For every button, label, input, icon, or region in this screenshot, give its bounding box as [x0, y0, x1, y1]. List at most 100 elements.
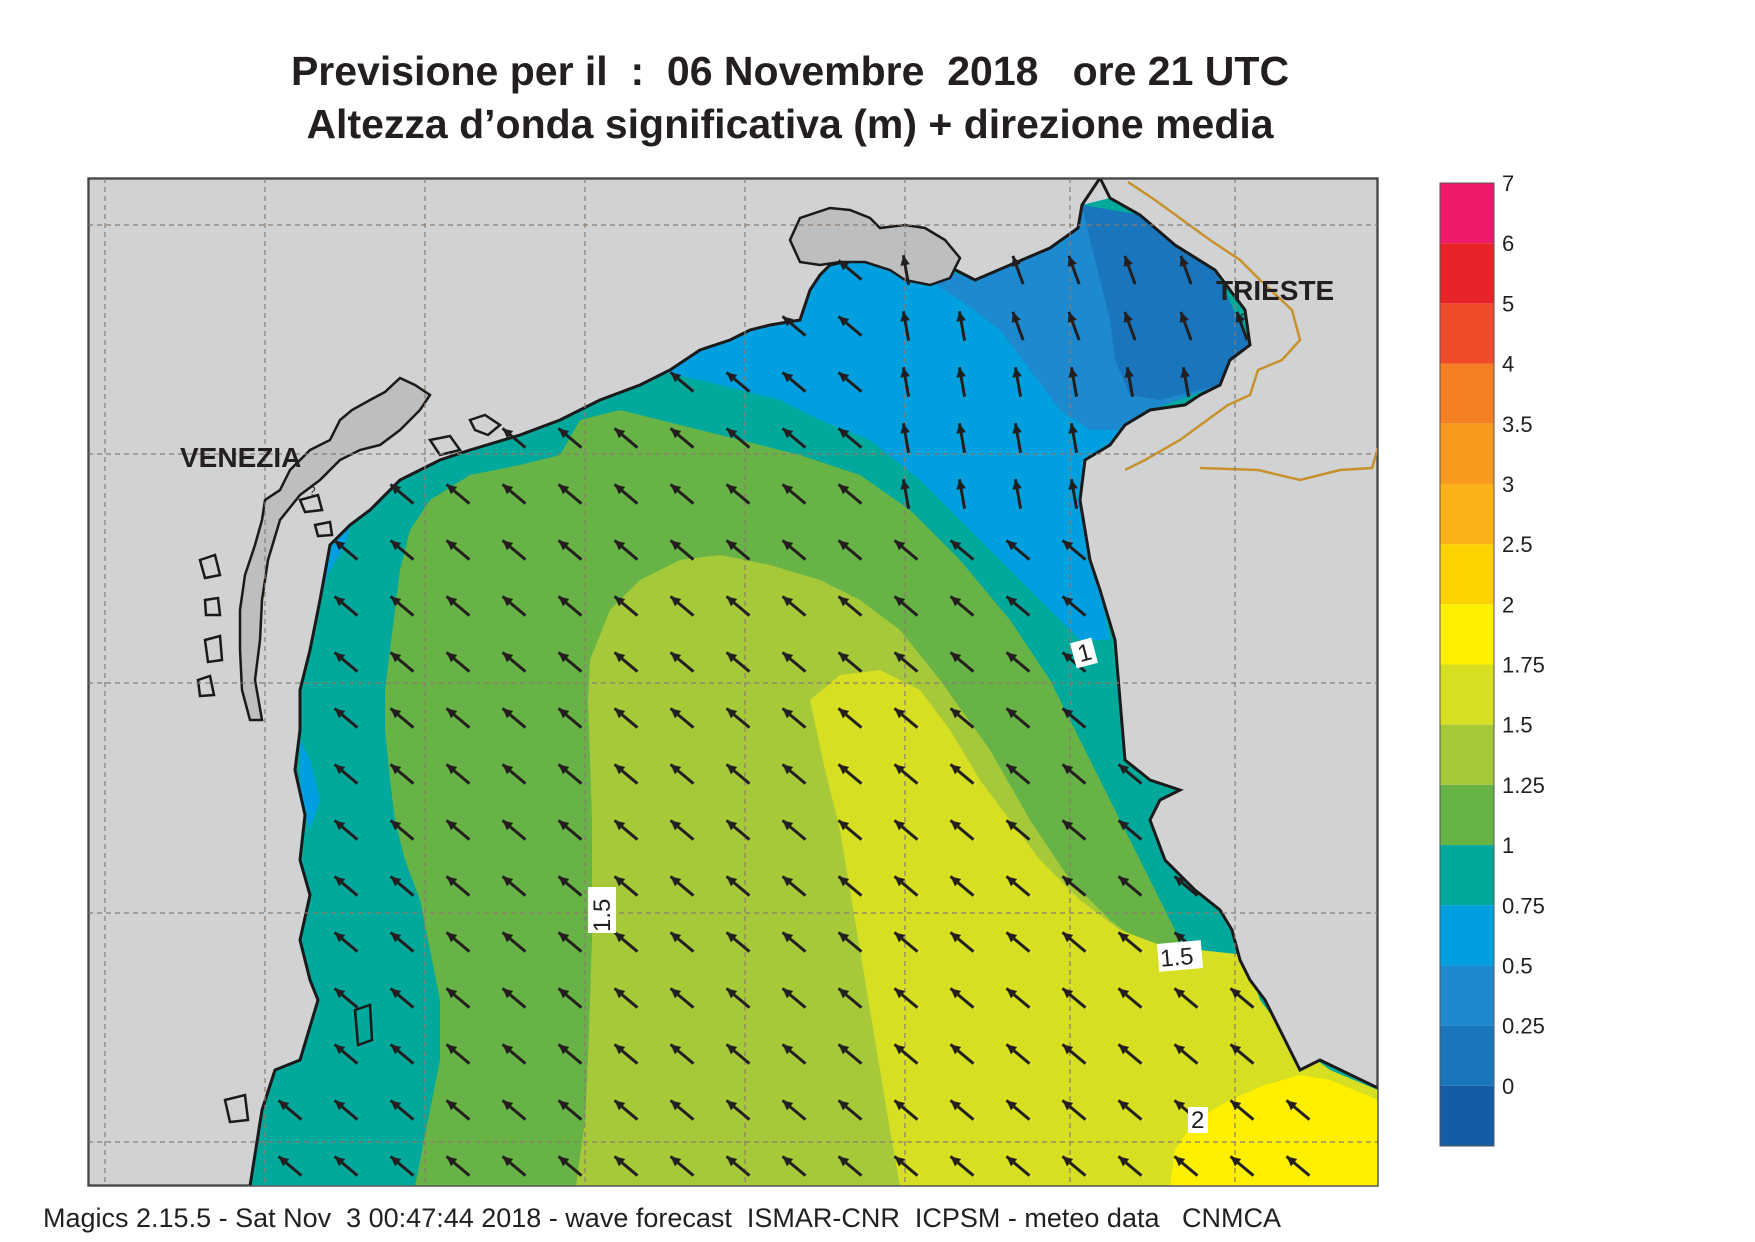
wave-arrow-head: [1174, 988, 1186, 999]
wave-arrow-head: [1006, 764, 1018, 775]
wave-arrow-head: [782, 1100, 794, 1111]
wave-arrow-head: [782, 596, 794, 607]
svg-text:1.5: 1.5: [589, 899, 616, 932]
wave-arrow-head: [614, 652, 626, 663]
legend-label: 4: [1502, 352, 1514, 377]
wave-arrow-head: [278, 1156, 290, 1167]
wave-arrow-head: [670, 708, 682, 719]
wave-arrow-head: [390, 820, 402, 831]
wave-arrow-head: [894, 1044, 906, 1055]
legend-swatch: [1440, 604, 1494, 665]
wave-arrow-head: [838, 428, 850, 439]
wave-arrow-head: [726, 372, 738, 383]
venice-lagoon: [238, 376, 432, 722]
wave-arrow-head: [894, 540, 906, 551]
wave-arrow-head: [900, 311, 910, 322]
legend-label: 3.5: [1502, 412, 1533, 437]
wave-arrow-head: [1006, 1044, 1018, 1055]
wave-arrow-head: [390, 708, 402, 719]
wave-arrow-head: [956, 311, 966, 322]
legend-frame: [1439, 182, 1495, 1147]
wave-arrow-head: [1006, 1100, 1018, 1111]
wave-band-0.75-west-strip-2: [300, 740, 320, 830]
wave-arrow-head: [614, 484, 626, 495]
wave-arrow-head: [390, 932, 402, 943]
wave-arrow-head: [838, 1100, 850, 1111]
place-label-trieste: TRIESTE: [1216, 275, 1334, 306]
wave-arrow-head: [782, 1156, 794, 1167]
wave-arrow-head: [1012, 423, 1022, 434]
wave-arrow-head: [782, 820, 794, 831]
wave-arrow-head: [1062, 596, 1074, 607]
wave-arrow-head: [1062, 1156, 1074, 1167]
legend-swatch: [1440, 483, 1494, 545]
legend-label: 7: [1502, 171, 1514, 196]
wave-arrow-head: [390, 1100, 402, 1111]
wave-direction-arrows: [277, 254, 1311, 1177]
wave-arrow-head: [956, 367, 966, 378]
wave-arrow-head: [670, 876, 682, 887]
wave-arrow-head: [1062, 540, 1074, 551]
legend-swatch: [1440, 664, 1494, 725]
wave-arrow-head: [558, 1156, 570, 1167]
wave-arrow-head: [1118, 988, 1130, 999]
wave-arrow-head: [894, 988, 906, 999]
wave-arrow-head: [1230, 1156, 1242, 1167]
wave-arrow-head: [390, 484, 402, 495]
wave-arrow-head: [1179, 311, 1189, 323]
wave-arrow-head: [390, 652, 402, 663]
map-title: Previsione per il : 06 Novembre 2018 ore…: [290, 48, 1290, 94]
wave-arrow-head: [334, 764, 346, 775]
wave-arrow-head: [1067, 311, 1077, 323]
wave-arrow-head: [1006, 876, 1018, 887]
wave-arrow-head: [894, 652, 906, 663]
wave-arrow-head: [1174, 1044, 1186, 1055]
wave-arrow-head: [502, 428, 514, 439]
wave-arrow-head: [950, 708, 962, 719]
contour-label-1: 1: [1070, 637, 1098, 669]
wave-arrow-head: [1118, 876, 1130, 887]
wave-arrow-head: [900, 423, 910, 434]
wave-arrow-head: [782, 428, 794, 439]
wave-arrow-head: [670, 988, 682, 999]
wave-arrow-head: [1174, 1156, 1186, 1167]
wave-arrow-head: [1006, 932, 1018, 943]
wave-arrow-head: [1174, 876, 1186, 887]
wave-arrow-head: [1068, 367, 1078, 378]
wave-arrow-head: [838, 764, 850, 775]
legend-swatch: [1440, 905, 1494, 966]
wave-arrow-head: [390, 988, 402, 999]
wave-arrow-head: [1067, 255, 1077, 267]
wave-arrow-head: [558, 652, 570, 663]
wave-arrow-head: [838, 372, 850, 383]
wave-arrow-head: [558, 540, 570, 551]
wave-arrow-head: [558, 764, 570, 775]
wave-arrow-head: [334, 876, 346, 887]
map-frame: [87, 177, 1379, 1187]
wave-arrow-head: [446, 1100, 458, 1111]
color-scale-legend: 7 6 5 4 3.5 3 2.5 2 1.75 1.5 1.25 1 0.75 0.5 0.25 0: [1439, 171, 1545, 1147]
wave-arrow-head: [726, 764, 738, 775]
wave-arrow-head: [446, 596, 458, 607]
wave-arrow-head: [1124, 367, 1134, 378]
wave-arrow-head: [334, 1156, 346, 1167]
wave-arrow-head: [614, 1100, 626, 1111]
legend-swatch: [1440, 965, 1494, 1026]
wave-arrow-head: [390, 764, 402, 775]
legend-swatch: [1440, 845, 1494, 906]
legend-swatch: [1440, 243, 1494, 304]
wave-arrow-head: [1006, 540, 1018, 551]
wave-arrow-head: [950, 820, 962, 831]
wave-arrow-head: [838, 316, 850, 327]
wave-arrow-head: [1062, 932, 1074, 943]
wave-arrow-head: [614, 988, 626, 999]
wave-arrow-head: [950, 876, 962, 887]
wave-arrow-head: [334, 820, 346, 831]
wave-arrow-head: [502, 876, 514, 887]
wave-arrow-head: [502, 708, 514, 719]
national-border: [1124, 180, 1378, 482]
wave-arrow-head: [894, 596, 906, 607]
wave-arrow-head: [390, 596, 402, 607]
wave-arrow-head: [502, 596, 514, 607]
